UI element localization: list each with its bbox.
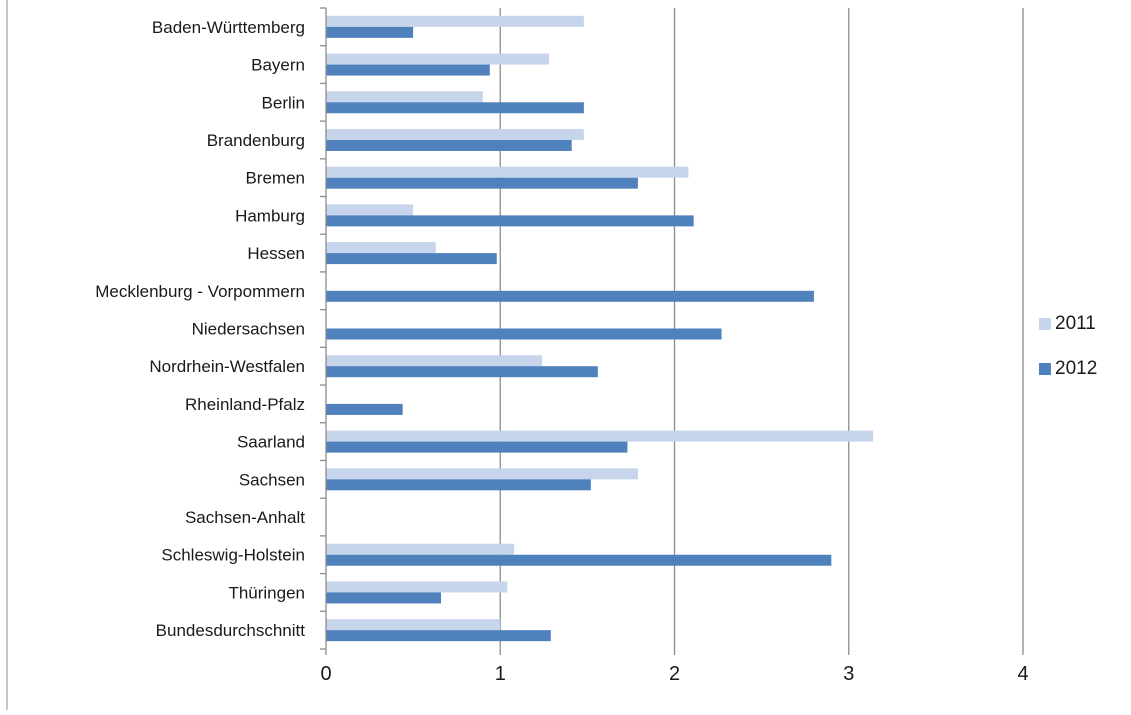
- bar-2011-14: [326, 543, 515, 555]
- category-label: Rheinland-Pfalz: [185, 395, 305, 414]
- bar-2011-9: [326, 355, 543, 367]
- bar-2011-0: [326, 15, 584, 27]
- category-label: Sachsen-Anhalt: [185, 508, 305, 527]
- category-label: Sachsen: [239, 470, 305, 489]
- x-tick-label: 1: [495, 663, 506, 685]
- bar-2012-9: [326, 366, 598, 378]
- bar-2012-16: [326, 630, 551, 642]
- bar-2012-3: [326, 139, 572, 151]
- category-label: Brandenburg: [207, 131, 305, 150]
- legend: 2011 2012: [1039, 313, 1097, 379]
- category-label: Thüringen: [228, 583, 305, 602]
- category-label: Nordrhein-Westfalen: [149, 357, 305, 376]
- category-label: Bremen: [245, 169, 305, 188]
- category-label: Schleswig-Holstein: [161, 546, 305, 565]
- x-tick-label: 0: [320, 663, 331, 685]
- bar-2011-15: [326, 581, 508, 593]
- category-label: Hamburg: [235, 206, 305, 225]
- category-label: Mecklenburg - Vorpommern: [95, 282, 305, 301]
- bar-2012-10: [326, 403, 403, 415]
- bar-2011-3: [326, 128, 584, 140]
- bar-2012-5: [326, 215, 694, 227]
- bar-2012-6: [326, 253, 497, 265]
- bar-2012-14: [326, 554, 832, 566]
- bar-2011-6: [326, 242, 436, 254]
- category-label: Berlin: [262, 93, 305, 112]
- category-label: Hessen: [247, 244, 305, 263]
- bar-2011-11: [326, 430, 874, 442]
- x-tick-label: 2: [669, 663, 680, 685]
- category-label: Bundesdurchschnitt: [156, 621, 306, 640]
- bar-2012-4: [326, 177, 638, 189]
- bar-2012-8: [326, 328, 722, 340]
- legend-label: 2011: [1055, 313, 1096, 334]
- bar-2012-0: [326, 26, 414, 38]
- category-label: Baden-Württemberg: [152, 18, 305, 37]
- bar-2012-11: [326, 441, 628, 453]
- bar-2011-4: [326, 166, 689, 178]
- bar-2011-1: [326, 53, 550, 65]
- x-tick-label: 4: [1017, 663, 1028, 685]
- bar-2011-16: [326, 619, 501, 631]
- category-label: Saarland: [237, 433, 305, 452]
- x-tick-label: 3: [843, 663, 854, 685]
- bars: [326, 15, 874, 642]
- category-labels: Baden-Württemberg Bayern Berlin Brandenburg…: [95, 18, 305, 640]
- bar-2012-1: [326, 64, 490, 76]
- bar-2012-12: [326, 479, 591, 491]
- x-tick-labels: 0 1 2 3 4: [320, 663, 1028, 685]
- bar-2012-7: [326, 290, 814, 302]
- category-label: Bayern: [251, 56, 305, 75]
- bar-2011-2: [326, 91, 483, 103]
- legend-label: 2012: [1055, 358, 1097, 379]
- bar-2012-2: [326, 102, 584, 114]
- category-label: Niedersachsen: [192, 320, 305, 339]
- bar-2011-12: [326, 468, 638, 480]
- bar-2011-5: [326, 204, 414, 216]
- bar-2012-15: [326, 592, 442, 604]
- legend-swatch-2011: [1039, 318, 1051, 330]
- axes: [320, 7, 1024, 655]
- legend-swatch-2012: [1039, 363, 1051, 375]
